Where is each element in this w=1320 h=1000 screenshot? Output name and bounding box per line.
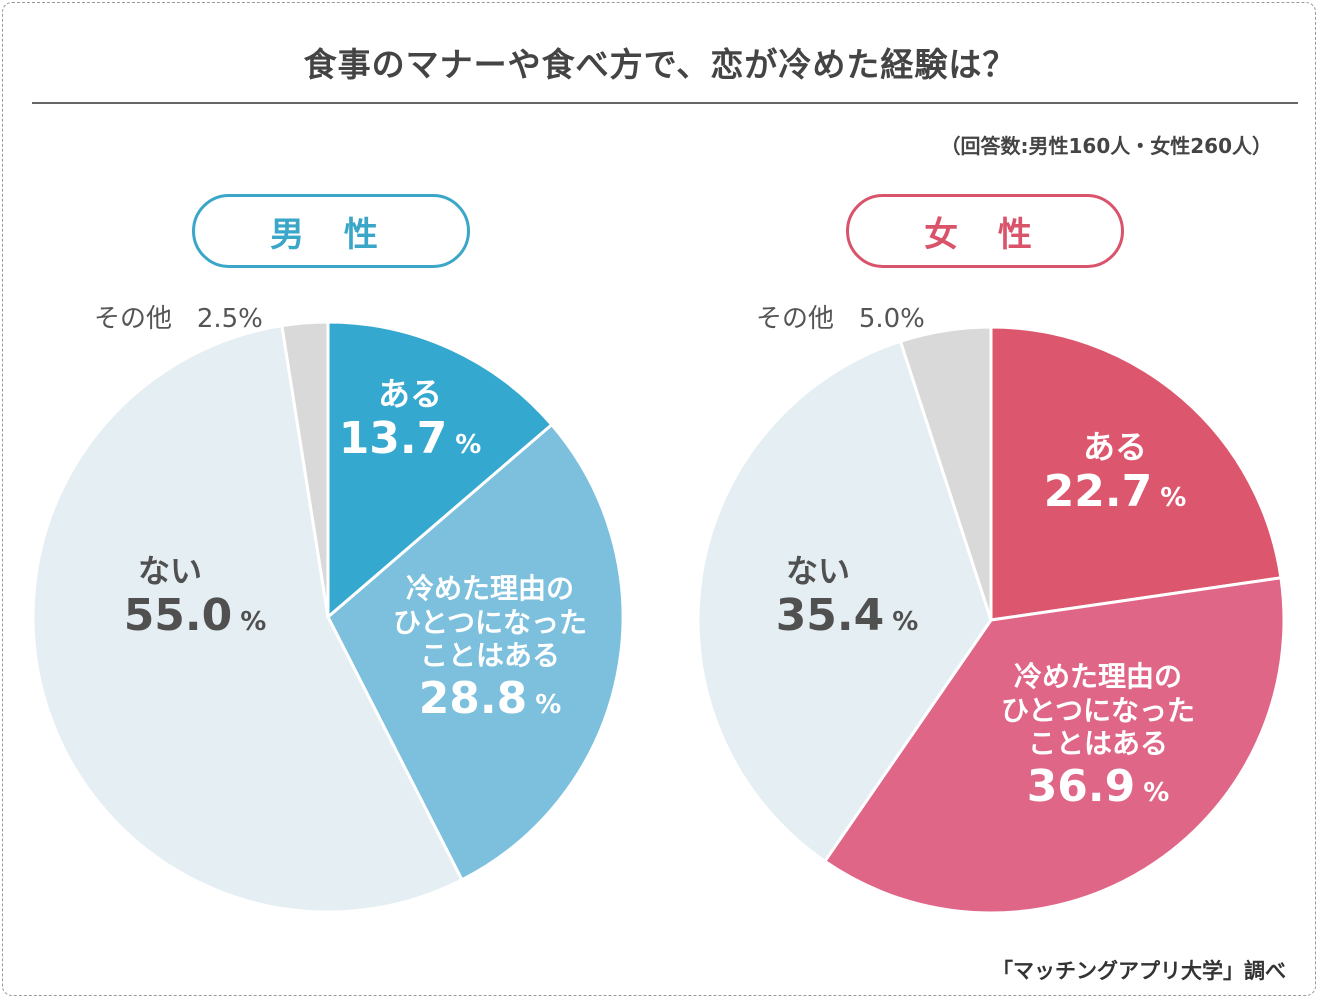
respondents-note: （回答数:男性160人・女性260人） (940, 134, 1273, 158)
slice-label-line: ことはある (419, 639, 560, 673)
title-divider (32, 102, 1298, 104)
other-label-text: その他 (756, 304, 835, 334)
slice-label-line: 冷めた理由の (1013, 660, 1182, 693)
male-aru-label: ある 13.7% (335, 375, 485, 466)
male-nai-label: ない 55.0% (100, 552, 290, 643)
slice-label: ある (377, 375, 442, 413)
female-pie-slice-1 (989, 325, 1283, 622)
female-nai-label: ない 35.4% (752, 552, 942, 643)
unit: % (535, 689, 562, 720)
male-other-label: その他 2.5% (94, 298, 263, 335)
other-label-text: その他 (94, 304, 173, 334)
unit: % (892, 607, 919, 638)
slice-label-line: ひとつになった (1000, 693, 1196, 727)
slice-label: ある (1082, 428, 1147, 466)
male-pie-slice-4 (280, 320, 330, 619)
slice-value: 22.7 (1043, 466, 1153, 518)
slice-value: 36.9 (1026, 760, 1136, 812)
slice-label: ない (138, 552, 203, 590)
female-other-label: その他 5.0% (756, 298, 925, 335)
chart-title: 食事のマナーや食べ方で、恋が冷めた経験は？ (303, 45, 1017, 84)
unit: % (238, 304, 263, 334)
female-pie-slice-4 (898, 325, 993, 622)
female-heading: 女 性 (846, 194, 1124, 268)
unit: % (1143, 777, 1170, 808)
male-pie-slice-2 (326, 423, 625, 882)
slice-value: 55.0 (123, 590, 233, 642)
male-pie-slice-1 (326, 320, 554, 619)
slice-label-line: 冷めた理由の (405, 572, 574, 605)
slice-label-line: ひとつになった (392, 605, 588, 639)
unit: % (240, 607, 267, 638)
male-pie-slice-3 (31, 324, 464, 914)
other-label-value: 2.5 (196, 304, 239, 334)
female-pie-slice-3 (696, 339, 993, 863)
unit: % (900, 304, 925, 334)
female-pie-slice-2 (823, 576, 1286, 915)
unit: % (455, 430, 482, 461)
female-aru-label: ある 22.7% (1030, 428, 1200, 519)
female-reason-label: 冷めた理由の ひとつになった ことはある 36.9% (968, 660, 1228, 814)
male-heading: 男 性 (192, 194, 470, 268)
male-reason-label: 冷めた理由の ひとつになった ことはある 28.8% (360, 572, 620, 726)
other-label-value: 5.0 (858, 304, 901, 334)
slice-label-line: ことはある (1027, 727, 1168, 761)
source-note: 「マッチングアプリ大学」調べ (992, 959, 1286, 983)
slice-value: 28.8 (418, 672, 528, 724)
slice-label: ない (786, 552, 851, 590)
slice-value: 35.4 (775, 590, 885, 642)
unit: % (1160, 483, 1187, 514)
slice-value: 13.7 (338, 413, 448, 465)
